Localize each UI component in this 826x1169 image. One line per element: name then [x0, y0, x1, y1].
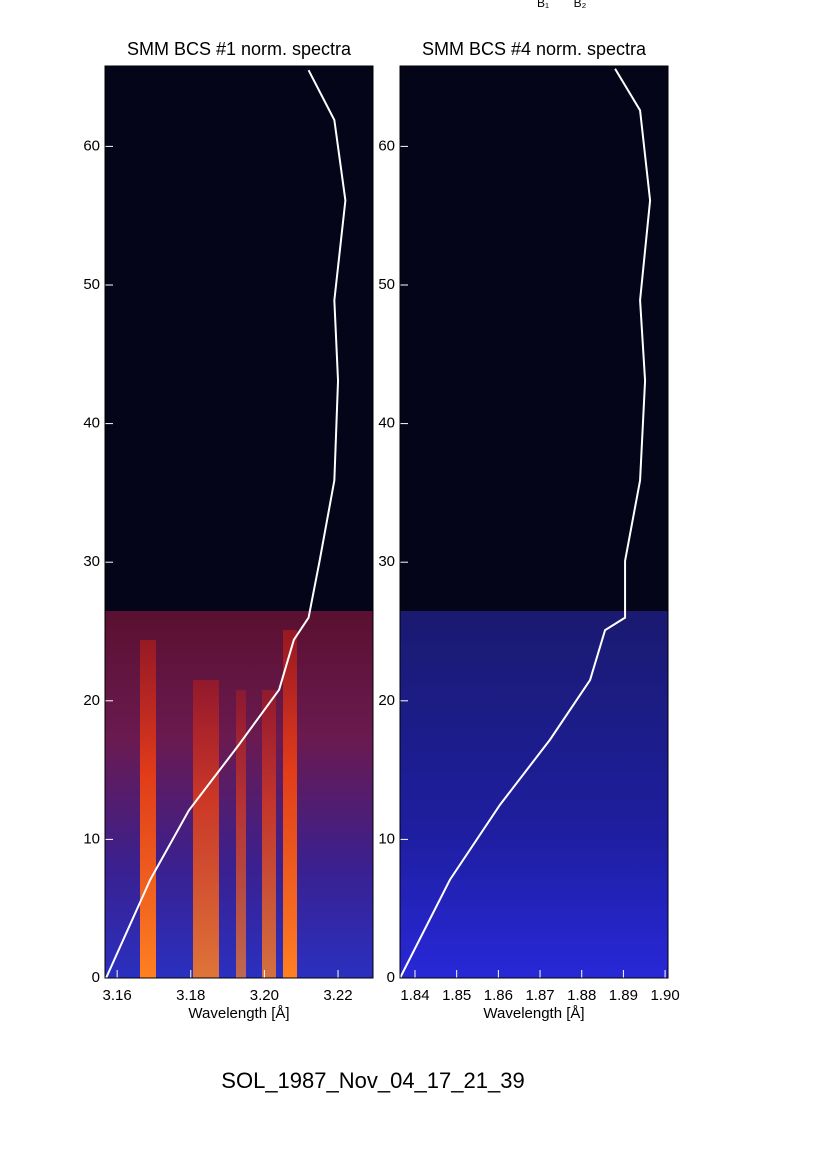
y-tick-label: 10 — [378, 830, 395, 847]
x-tick-label: 1.84 — [400, 987, 429, 1004]
x-axis-label: Wavelength [Å] — [188, 1005, 289, 1022]
x-tick-label: 1.89 — [609, 987, 638, 1004]
heatmap-stripe — [140, 640, 156, 978]
header-label: B₂ — [574, 0, 587, 10]
x-tick-label: 3.16 — [103, 987, 132, 1004]
x-tick-label: 1.87 — [525, 987, 554, 1004]
y-tick-label: 30 — [83, 553, 100, 570]
chart-title: SMM BCS #1 norm. spectra — [127, 39, 352, 59]
header: B₁ B₂ — [537, 0, 587, 10]
y-tick-label: 0 — [92, 969, 100, 986]
y-tick-label: 40 — [378, 415, 395, 432]
heatmap-stripe — [262, 690, 276, 978]
light-curve — [399, 68, 652, 979]
light-curve — [105, 69, 347, 979]
x-tick-label: 3.22 — [323, 987, 352, 1004]
y-tick-label: 20 — [378, 692, 395, 709]
heatmap — [105, 66, 668, 978]
y-tick-label: 50 — [83, 276, 100, 293]
x-tick-label: 1.85 — [442, 987, 471, 1004]
heatmap-background — [105, 66, 373, 611]
plot-frame — [104, 65, 374, 979]
header-label: B₁ — [537, 0, 549, 10]
x-tick-label: 3.20 — [250, 987, 279, 1004]
plot-frame — [399, 65, 669, 979]
heatmap-background — [400, 611, 668, 978]
y-tick-label: 20 — [83, 692, 100, 709]
x-axis-label: Wavelength [Å] — [483, 1005, 584, 1022]
y-tick-label: 60 — [378, 137, 395, 154]
heatmap-stripe — [283, 630, 297, 978]
heatmap-stripe — [193, 680, 219, 978]
x-tick-label: 1.88 — [567, 987, 596, 1004]
caption: SOL_1987_Nov_04_17_21_39 — [221, 1068, 524, 1093]
x-tick-label: 1.86 — [484, 987, 513, 1004]
y-tick-label: 10 — [83, 830, 100, 847]
heatmap-background — [400, 66, 668, 611]
y-tick-label: 50 — [378, 276, 395, 293]
x-tick-label: 1.90 — [650, 987, 679, 1004]
y-tick-label: 40 — [83, 415, 100, 432]
x-tick-label: 3.18 — [176, 987, 205, 1004]
y-tick-label: 60 — [83, 137, 100, 154]
y-tick-label: 0 — [387, 969, 395, 986]
chart-title: SMM BCS #4 norm. spectra — [422, 39, 647, 59]
y-tick-label: 30 — [378, 553, 395, 570]
heatmap-stripe — [236, 690, 246, 978]
